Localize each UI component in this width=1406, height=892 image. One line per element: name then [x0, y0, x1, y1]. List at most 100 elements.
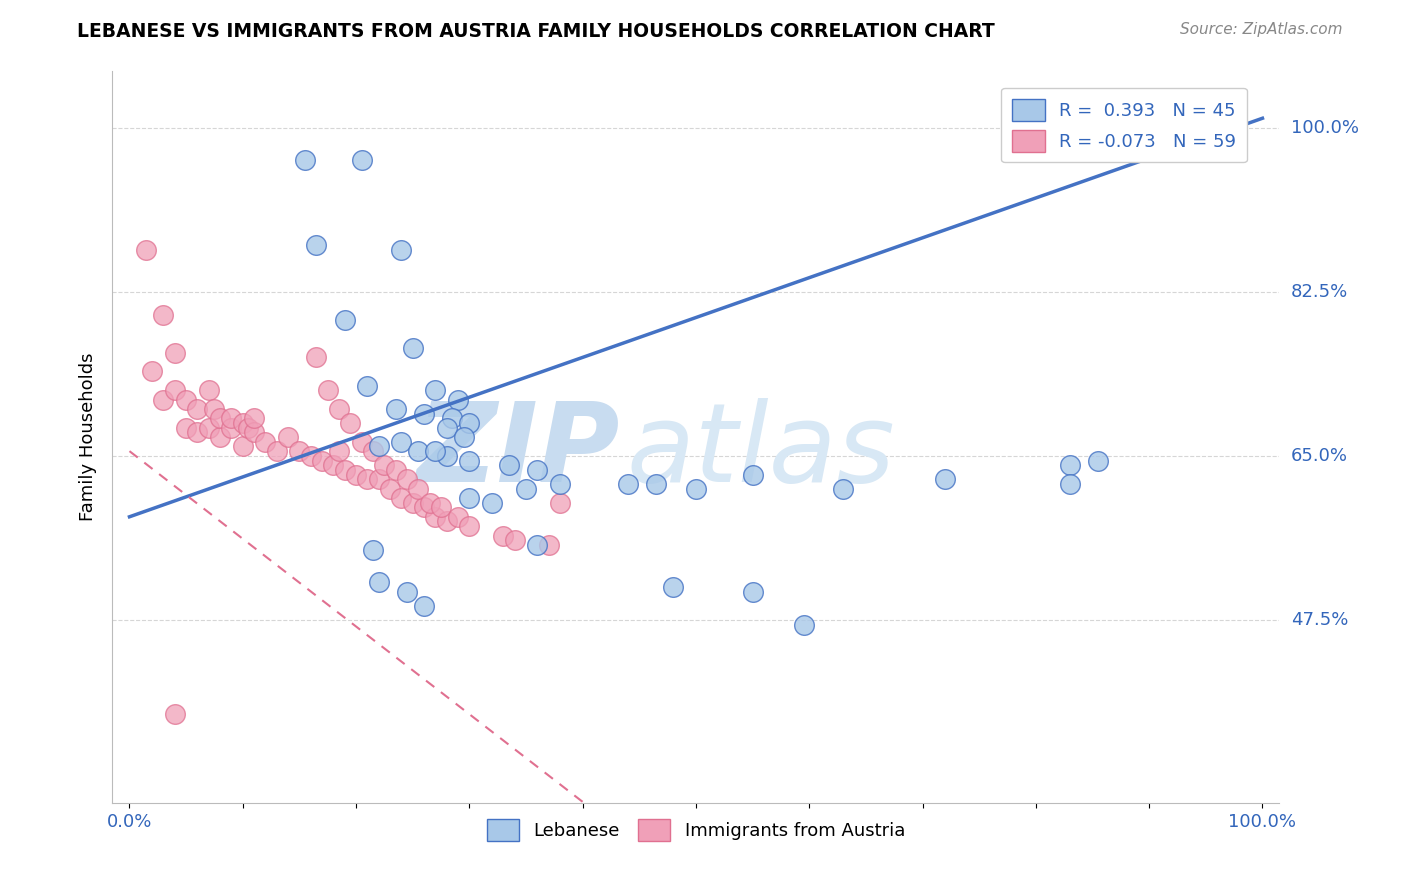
Point [793, 617, 815, 632]
Point [458, 519, 481, 533]
Point [458, 491, 481, 505]
Point [238, 420, 260, 434]
Point [373, 458, 395, 473]
Point [174, 420, 197, 434]
Point [288, 444, 311, 458]
Point [389, 243, 412, 257]
Point [367, 440, 389, 454]
Point [425, 383, 447, 397]
Point [413, 599, 436, 613]
Point [221, 411, 243, 425]
Text: 82.5%: 82.5% [1291, 283, 1348, 301]
Point [350, 434, 373, 449]
Text: atlas: atlas [626, 398, 894, 505]
Point [299, 449, 322, 463]
Point [441, 411, 464, 425]
Point [685, 482, 707, 496]
Point [645, 477, 668, 491]
Point [402, 341, 425, 355]
Point [934, 472, 956, 486]
Point [367, 472, 389, 486]
Point [350, 153, 373, 168]
Point [741, 584, 763, 599]
Legend: Lebanese, Immigrants from Austria: Lebanese, Immigrants from Austria [479, 812, 912, 848]
Point [389, 434, 412, 449]
Text: 100.0%: 100.0% [1291, 119, 1358, 136]
Point [163, 345, 186, 359]
Point [152, 308, 174, 322]
Point [413, 407, 436, 421]
Point [1087, 453, 1109, 467]
Point [204, 401, 226, 416]
Point [356, 378, 378, 392]
Point [832, 482, 855, 496]
Point [333, 463, 356, 477]
Point [408, 482, 430, 496]
Point [378, 482, 401, 496]
Point [243, 411, 266, 425]
Point [232, 416, 254, 430]
Point [266, 444, 288, 458]
Text: 47.5%: 47.5% [1291, 611, 1348, 629]
Point [356, 472, 378, 486]
Point [1070, 116, 1092, 130]
Point [419, 496, 441, 510]
Point [232, 440, 254, 454]
Point [197, 383, 219, 397]
Point [458, 416, 481, 430]
Point [209, 411, 232, 425]
Text: ZIP: ZIP [416, 398, 620, 505]
Point [430, 500, 453, 515]
Point [498, 458, 520, 473]
Point [453, 430, 475, 444]
Point [384, 401, 406, 416]
Point [492, 528, 515, 542]
Text: Source: ZipAtlas.com: Source: ZipAtlas.com [1180, 22, 1343, 37]
Point [254, 434, 277, 449]
Point [617, 477, 640, 491]
Point [537, 538, 560, 552]
Point [384, 463, 406, 477]
Point [163, 706, 186, 721]
Point [396, 584, 419, 599]
Point [361, 444, 384, 458]
Point [503, 533, 526, 548]
Point [197, 420, 219, 434]
Point [135, 243, 157, 257]
Point [333, 313, 356, 327]
Point [316, 383, 339, 397]
Point [425, 509, 447, 524]
Point [436, 515, 458, 529]
Point [436, 420, 458, 434]
Point [344, 467, 367, 482]
Point [515, 482, 537, 496]
Point [481, 496, 503, 510]
Point [1059, 458, 1081, 473]
Point [186, 401, 208, 416]
Point [305, 237, 328, 252]
Point [243, 425, 266, 440]
Point [662, 580, 685, 594]
Point [458, 453, 481, 467]
Point [305, 351, 328, 365]
Point [311, 453, 333, 467]
Point [328, 444, 350, 458]
Point [402, 496, 425, 510]
Point [367, 575, 389, 590]
Point [447, 509, 470, 524]
Point [152, 392, 174, 407]
Point [408, 444, 430, 458]
Point [209, 430, 232, 444]
Point [186, 425, 208, 440]
Point [548, 477, 571, 491]
Point [141, 364, 163, 378]
Point [548, 496, 571, 510]
Text: 65.0%: 65.0% [1291, 447, 1347, 465]
Point [277, 430, 299, 444]
Point [741, 467, 763, 482]
Point [389, 491, 412, 505]
Point [361, 542, 384, 557]
Point [174, 392, 197, 407]
Point [221, 420, 243, 434]
Point [396, 472, 419, 486]
